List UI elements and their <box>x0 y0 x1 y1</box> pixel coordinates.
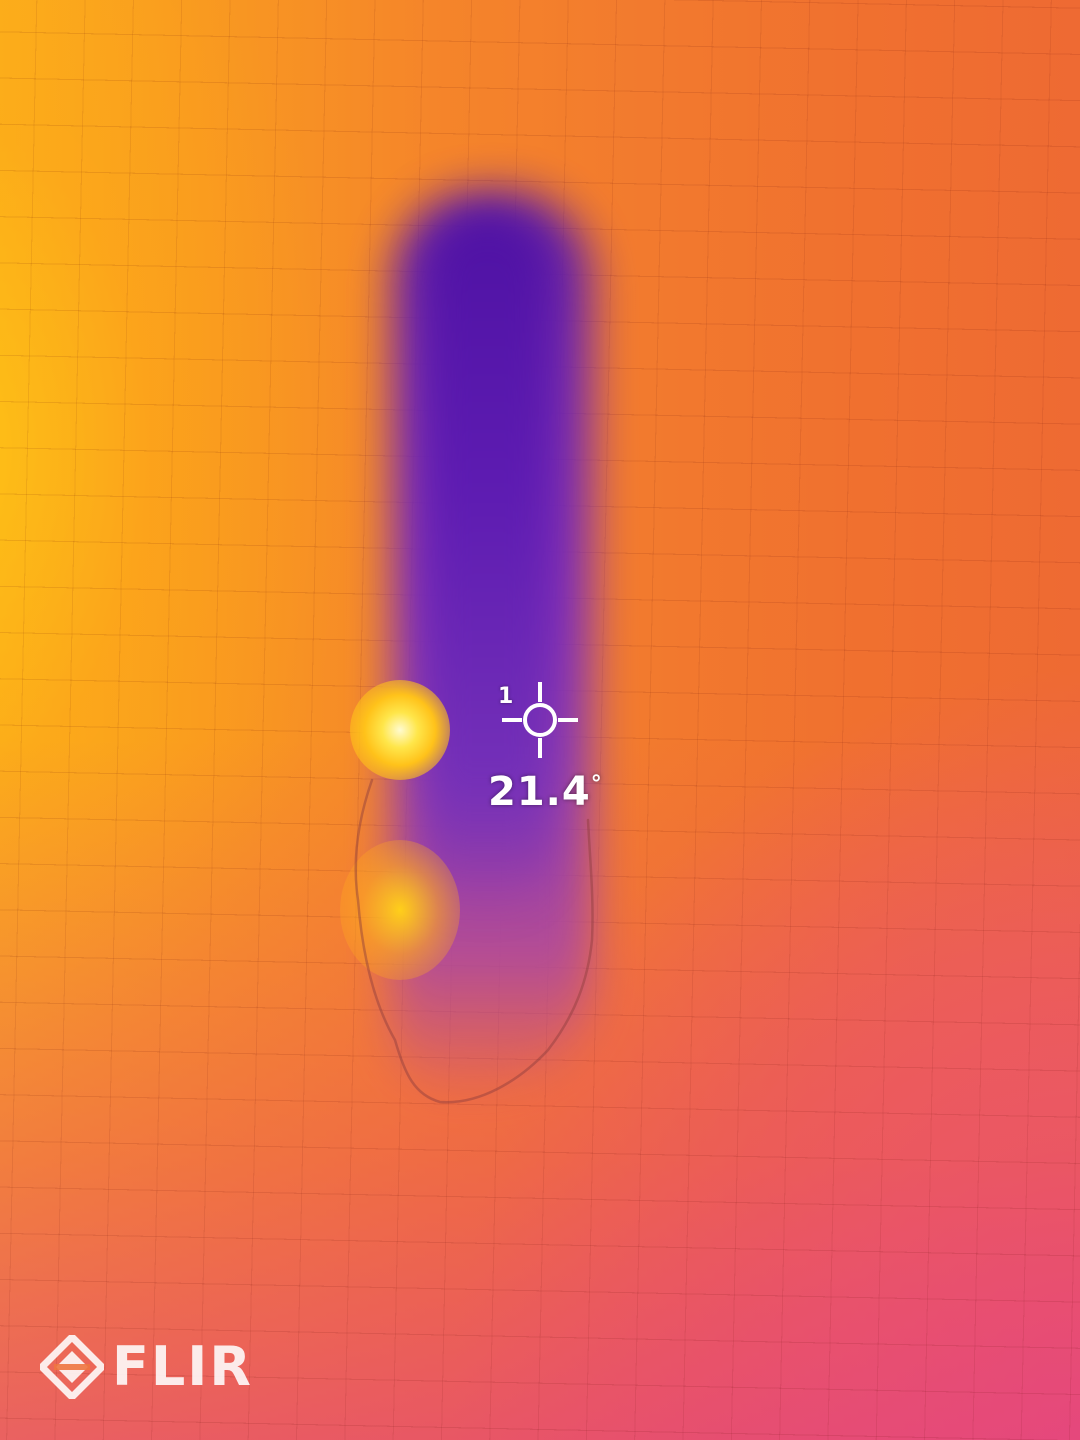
cold-core-region <box>428 215 548 915</box>
flir-logo-text: FLIR <box>112 1335 253 1398</box>
warm-spot <box>340 840 460 980</box>
spot-meter-index: 1 <box>498 684 514 709</box>
flir-logo: FLIR <box>40 1332 253 1402</box>
flir-diamond-icon <box>40 1335 104 1399</box>
spot-temperature-value: 21.4 <box>488 769 591 815</box>
crosshair-icon <box>502 682 578 758</box>
hot-spot <box>350 680 450 780</box>
spot-temperature-unit: ° <box>590 772 603 797</box>
spot-meter[interactable]: 1 <box>498 680 582 764</box>
spot-temperature-readout: 21.4° <box>488 772 603 812</box>
